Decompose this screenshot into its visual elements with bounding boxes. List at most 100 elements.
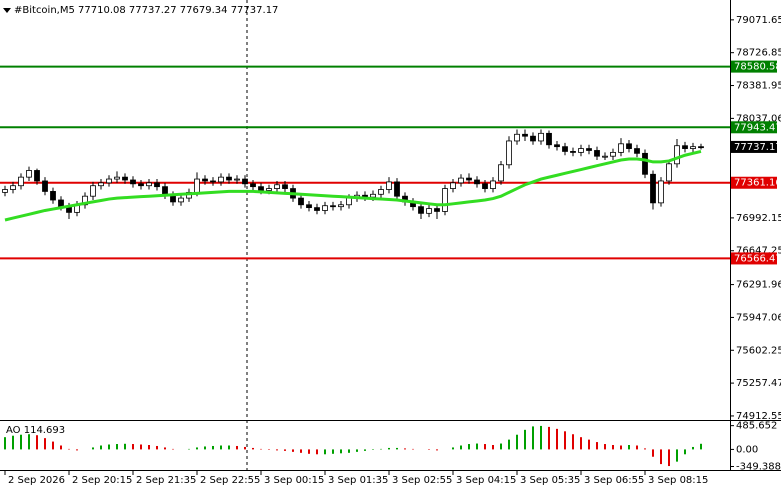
candle-body bbox=[266, 188, 272, 191]
candle-body bbox=[250, 183, 256, 188]
candle-body bbox=[634, 148, 640, 154]
candle-body bbox=[554, 144, 560, 148]
candle-body bbox=[258, 186, 264, 191]
candle-body bbox=[546, 132, 552, 146]
candle-body bbox=[106, 178, 112, 184]
candle-body bbox=[322, 205, 328, 211]
level-label: 78580.58 bbox=[734, 62, 781, 73]
candle-body bbox=[26, 170, 32, 178]
candle-body bbox=[514, 133, 520, 142]
candle-body bbox=[138, 183, 144, 187]
y-tick-label: 74912.55 bbox=[736, 411, 781, 422]
candle-body bbox=[482, 183, 488, 189]
y-tick-label: 75257.47 bbox=[736, 378, 781, 389]
candle-body bbox=[146, 182, 152, 187]
candle-body bbox=[682, 145, 688, 149]
y-tick-label: 78381.95 bbox=[736, 81, 781, 92]
y-tick-label: 79071.65 bbox=[736, 15, 781, 26]
candle-body bbox=[282, 184, 288, 189]
candle-body bbox=[226, 176, 232, 181]
candle-body bbox=[426, 208, 432, 214]
x-tick-label: 3 Sep 01:35 bbox=[328, 475, 388, 486]
y-tick-label: 76291.96 bbox=[736, 280, 781, 291]
candle-body bbox=[210, 180, 216, 183]
candle-body bbox=[114, 176, 120, 180]
indicator-y-tick-label: 485.652 bbox=[736, 421, 777, 432]
candle-body bbox=[42, 180, 48, 192]
candle-body bbox=[578, 148, 584, 153]
x-tick-label: 2 Sep 21:35 bbox=[136, 475, 196, 486]
candle-body bbox=[618, 143, 624, 153]
candle-body bbox=[218, 176, 224, 183]
y-tick-label: 76647.25 bbox=[736, 246, 781, 257]
candle-body bbox=[50, 191, 56, 201]
level-label-box bbox=[731, 60, 777, 73]
candle-body bbox=[602, 155, 608, 158]
candle-body bbox=[346, 197, 352, 206]
y-tick-label: 76992.15 bbox=[736, 213, 781, 224]
candle-body bbox=[498, 164, 504, 182]
current-price-label: 77737.17 bbox=[734, 142, 781, 153]
x-tick-label: 3 Sep 08:15 bbox=[648, 475, 708, 486]
candle-body bbox=[506, 140, 512, 166]
candle-body bbox=[594, 150, 600, 157]
x-tick-label: 2 Sep 20:15 bbox=[72, 475, 132, 486]
x-tick-label: 3 Sep 02:55 bbox=[392, 475, 452, 486]
candle-body bbox=[442, 188, 448, 212]
x-tick-label: 2 Sep 2026 bbox=[8, 475, 65, 486]
y-tick-label: 78726.85 bbox=[736, 48, 781, 59]
candle-body bbox=[690, 146, 696, 149]
level-label: 77361.16 bbox=[734, 178, 781, 189]
candle-body bbox=[562, 146, 568, 152]
x-tick-label: 3 Sep 05:35 bbox=[520, 475, 580, 486]
candle-body bbox=[666, 163, 672, 182]
y-tick-label: 75947.06 bbox=[736, 312, 781, 323]
candle-body bbox=[394, 181, 400, 197]
candle-body bbox=[330, 205, 336, 208]
x-tick-label: 2 Sep 22:55 bbox=[200, 475, 260, 486]
x-tick-label: 3 Sep 06:55 bbox=[584, 475, 644, 486]
candle-body bbox=[458, 177, 464, 184]
candle-body bbox=[650, 173, 656, 204]
candle-body bbox=[98, 182, 104, 187]
candle-body bbox=[274, 184, 280, 189]
candle-body bbox=[242, 178, 248, 185]
candle-body bbox=[18, 176, 24, 187]
candle-body bbox=[538, 132, 544, 142]
x-tick-label: 3 Sep 04:15 bbox=[456, 475, 516, 486]
candle-body bbox=[530, 135, 536, 142]
candle-body bbox=[178, 197, 184, 203]
moving-average bbox=[4, 149, 702, 222]
candle-body bbox=[450, 182, 456, 189]
candle-body bbox=[194, 178, 200, 193]
y-tick-label: 75602.25 bbox=[736, 345, 781, 356]
menu-arrow bbox=[3, 8, 11, 13]
candle-body bbox=[2, 189, 8, 193]
candle-body bbox=[202, 178, 208, 182]
candle-body bbox=[58, 199, 64, 208]
candle-body bbox=[34, 170, 40, 182]
current-price-box bbox=[731, 140, 777, 153]
chart-title: #Bitcoin,M5 77710.08 77737.27 77679.34 7… bbox=[14, 5, 278, 16]
candle-body bbox=[90, 185, 96, 197]
level-label-box bbox=[731, 252, 777, 265]
indicator-title: AO 114.693 bbox=[6, 425, 65, 436]
candle-body bbox=[10, 185, 16, 190]
candle-body bbox=[522, 133, 528, 137]
candle-body bbox=[626, 143, 632, 149]
candle-body bbox=[698, 146, 704, 149]
y-tick-label: 78037.06 bbox=[736, 113, 781, 124]
candle-body bbox=[378, 189, 384, 195]
indicator-y-tick-label: -349.388 bbox=[736, 462, 781, 473]
candle-body bbox=[122, 176, 128, 181]
candle-body bbox=[466, 177, 472, 181]
level-label: 76566.47 bbox=[734, 253, 781, 264]
candle-body bbox=[338, 204, 344, 208]
candle-body bbox=[370, 193, 376, 198]
candle-body bbox=[490, 180, 496, 189]
candle-body bbox=[658, 180, 664, 204]
level-label: 77943.47 bbox=[734, 122, 781, 133]
